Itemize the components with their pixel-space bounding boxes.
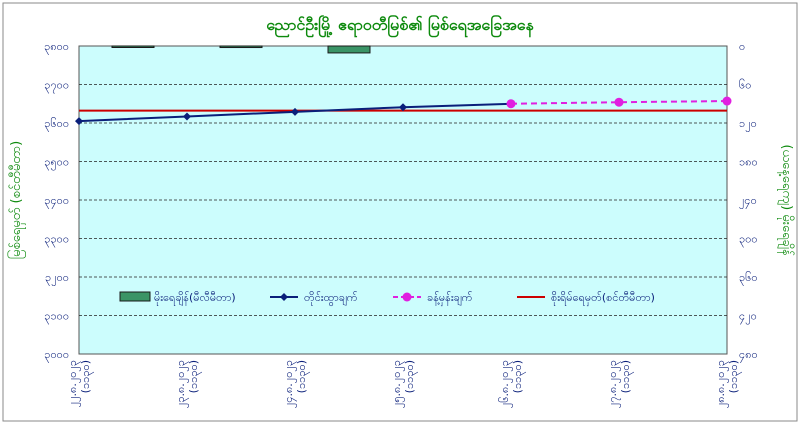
x-tick-label-line: (၁၁၃၀) — [403, 360, 418, 393]
x-tick-label: ၂၇.၈.၂၀၂၃ (၁၁၃၀) — [606, 360, 634, 408]
left-tick-label: ၃၄၀၀ — [44, 194, 69, 209]
legend-swatch-rainfall — [119, 291, 151, 302]
right-tick-label: ၁၂၀ — [739, 117, 757, 132]
right-tick-label: ၁၈၀ — [739, 156, 758, 169]
x-tick-label-line: ၂၈.၈.၂၀၂၃ — [714, 360, 729, 408]
legend-label: တိုင်းထွာချက် — [304, 291, 358, 306]
x-tick-label-line: (၁၁၃၀) — [511, 360, 526, 393]
left-tick-label: ၃၁၀၀ — [44, 310, 69, 325]
observed-point — [183, 112, 191, 121]
x-tick-label-line: (၁၁၃၀) — [619, 360, 634, 393]
right-tick-label: ၆၀ — [739, 79, 751, 92]
left-tick-label: ၃၇၀၀ — [44, 79, 69, 94]
y-axis-right-title: (ယနေ့ရေကျ) မိုးရေချိန် — [777, 144, 795, 256]
legend-marker-observed — [280, 293, 288, 301]
x-tick-label: ၂၅.၈.၂၀၂၃ (၁၁၃၀) — [390, 360, 418, 408]
lines-layer — [75, 96, 732, 126]
x-tick-label-line: (၁၁၃၀) — [187, 360, 202, 393]
right-tick-label: ၃၀၀ — [739, 233, 758, 248]
legend-label: မိုးရေချိန်(မီလီမီတာ) — [154, 291, 236, 306]
forecast-point — [506, 99, 516, 109]
left-tick-label: ၃၈၀၀ — [44, 40, 69, 55]
right-tick-label: ၃၆၀ — [739, 271, 758, 286]
x-tick-label-line: ၂၇.၈.၂၀၂၃ — [606, 360, 621, 408]
grid-layer — [79, 84, 727, 316]
forecast-point — [614, 97, 624, 107]
rainfall-bar — [219, 45, 263, 49]
rainfall-bar — [111, 45, 155, 48]
forecast-point — [722, 96, 732, 106]
x-tick-label: ၂၄.၈.၂၀၂၃ (၁၁၃၀) — [282, 360, 310, 408]
left-tick-label: ၃၅၀၀ — [44, 156, 69, 171]
x-tick-label: ၂၆.၈.၂၀၂၃ (၁၁၃၀) — [498, 360, 526, 408]
x-tick-label-line: ၂၃.၈.၂၀၂၃ — [174, 360, 189, 408]
right-tick-label: ၀ — [739, 40, 745, 53]
x-tick-label-line: ၂၂.၈.၂၀၂၃ — [66, 360, 81, 407]
x-tick-label-line: ၂၆.၈.၂၀၂၃ — [498, 360, 513, 408]
observed-point — [75, 117, 83, 126]
left-tick-label: ၃၀၀၀ — [44, 348, 69, 363]
x-tick-label-line: ၂၄.၈.၂၀၂၃ — [282, 360, 297, 408]
legend-marker-forecast — [402, 292, 412, 302]
forecast-line — [510, 100, 728, 105]
x-tick-label: ၂၃.၈.၂၀၂၃ (၁၁၃၀) — [174, 360, 202, 408]
x-tick-label: ၂၂.၈.၂၀၂၃ (၁၁၃၀) — [66, 360, 94, 407]
x-tick-label: ၂၈.၈.၂၀၂၃ (၁၁၃၀) — [714, 360, 742, 408]
right-tick-label: ၄၈၀ — [739, 348, 758, 363]
right-tick-label: ၂၄၀ — [739, 194, 757, 209]
left-tick-label: ၃၃၀၀ — [44, 233, 69, 248]
x-axis-labels: ၂၂.၈.၂၀၂၃ (၁၁၃၀) ၂၃.၈.၂၀၂၃ (၁၁၃၀) ၂၄.၈.၂၀၂၃(… — [66, 360, 742, 408]
right-tick-label: ၄၂၀ — [739, 310, 757, 325]
x-tick-label-line: ၂၅.၈.၂၀၂၃ — [390, 360, 405, 408]
x-tick-label-line: (၁၁၃၀) — [79, 360, 94, 393]
legend-label: ခန့်မှန်းချက် — [427, 291, 473, 306]
observed-point — [291, 107, 299, 116]
left-axis-ticks: ၃၀၀၀ ၃၁၀၀ ၃၂၀၀ ၃၃၀၀ ၃၄၀၀ ၃၅၀၀ ၃၆၀၀ ၃၇၀၀ ၃၈၀၀ — [44, 40, 69, 363]
bars-layer — [111, 45, 371, 54]
observed-point — [399, 103, 407, 112]
rainfall-bar — [327, 45, 371, 54]
left-tick-label: ၃၆၀၀ — [44, 117, 69, 132]
legend: မိုးရေချိန်(မီလီမီတာ) တိုင်းထွာချက် ခန့်မှ… — [119, 291, 655, 306]
y-axis-left-title: မြစ်ရေမှတ် (စင်တီမီတာ) — [7, 141, 26, 259]
x-tick-label-line: (၁၁၃၀) — [727, 360, 742, 393]
left-tick-label: ၃၂၀၀ — [45, 271, 69, 286]
x-tick-label-line: (၁၁၃၀) — [295, 360, 310, 393]
legend-label: စိုးရိမ်ရေမှတ်(စင်တီမီတာ) — [551, 291, 655, 306]
